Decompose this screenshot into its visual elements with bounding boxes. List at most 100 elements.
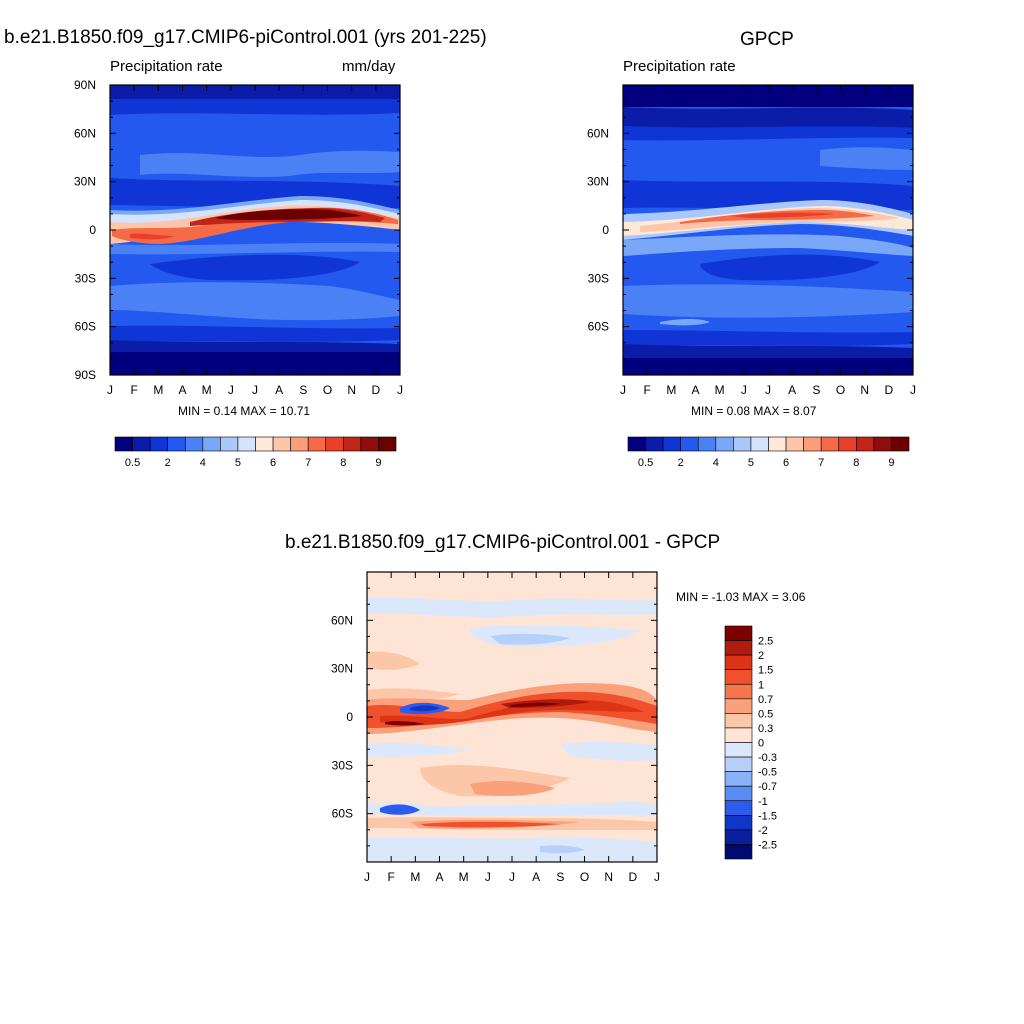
x-tick-label: M: [715, 383, 725, 397]
colorbar-swatch: [724, 771, 753, 787]
colorbar-swatch: [733, 436, 752, 452]
colorbar-label: 7: [305, 457, 311, 469]
x-tick-label: A: [691, 383, 699, 397]
panel-title-obs: GPCP: [740, 29, 794, 50]
colorbar-label: -1.5: [758, 810, 777, 822]
x-tick-label: J: [252, 383, 258, 397]
y-tick-label: 30S: [332, 758, 353, 772]
colorbar-label: -0.3: [758, 752, 777, 764]
colorbar-label: 0.7: [758, 694, 773, 706]
panel-title-model: b.e21.B1850.f09_g17.CMIP6-piControl.001 …: [4, 27, 487, 48]
y-tick-label: 30S: [588, 271, 609, 285]
colorbar-swatch: [360, 436, 379, 452]
colorbar-swatch: [750, 436, 769, 452]
colorbar-swatch: [132, 436, 151, 452]
colorbar-diff: 2.5 2 1.5 1 0.7 0.5 0.3 0 -0.3 -0.5 -0.7 -1 -1.5 -2 -2…: [724, 625, 777, 860]
colorbar-swatch: [343, 436, 362, 452]
colorbar-swatch: [768, 436, 787, 452]
y-tick-label: 60N: [587, 126, 609, 140]
colorbar-label: 9: [888, 457, 894, 469]
panel-units-model: mm/day: [342, 58, 396, 75]
colorbar-swatch: [873, 436, 892, 452]
colorbar-swatch: [724, 800, 753, 816]
panel-subtitle-model: Precipitation rate: [110, 58, 223, 75]
x-tick-label: N: [347, 383, 356, 397]
colorbar-label: 5: [235, 457, 241, 469]
colorbar-swatch: [255, 436, 274, 452]
colorbar-label: 0.5: [638, 457, 653, 469]
x-tick-label: J: [654, 870, 660, 884]
x-tick-label: D: [628, 870, 637, 884]
colorbar-swatch: [820, 436, 840, 452]
colorbar-swatch: [724, 829, 753, 845]
x-tick-label: F: [643, 383, 650, 397]
colorbar-swatch: [220, 436, 239, 452]
x-tick-label: J: [620, 383, 626, 397]
x-tick-label: S: [812, 383, 820, 397]
x-tick-label: M: [459, 870, 469, 884]
colorbar-label: -0.5: [758, 767, 777, 779]
y-tick-label: 60N: [331, 613, 353, 627]
colorbar-label: -1: [758, 796, 768, 808]
colorbar-swatch: [645, 436, 664, 452]
colorbar-swatch: [272, 436, 291, 452]
colorbar-label: 8: [340, 457, 346, 469]
heatmap-model: [110, 85, 400, 375]
x-tick-label: O: [323, 383, 332, 397]
x-tick-label: J: [228, 383, 234, 397]
x-tick-label: F: [387, 870, 394, 884]
colorbar-swatch: [785, 436, 804, 452]
axes-obs: J F M A M J J A S O N D J 60N 30N 0 30S 60S: [587, 84, 916, 397]
panel-title-diff: b.e21.B1850.f09_g17.CMIP6-piControl.001 …: [285, 532, 721, 553]
x-tick-label: M: [666, 383, 676, 397]
x-tick-label: J: [107, 383, 113, 397]
colorbar-label: 0: [758, 738, 764, 750]
colorbar-swatch: [724, 654, 753, 670]
colorbar-swatch: [838, 436, 857, 452]
x-tick-label: J: [741, 383, 747, 397]
heatmap-diff: [367, 572, 657, 862]
y-tick-label: 30S: [75, 271, 96, 285]
colorbar-swatch: [325, 436, 344, 452]
y-tick-label: 60S: [75, 320, 96, 334]
x-tick-label: M: [410, 870, 420, 884]
colorbar-label: 2: [165, 457, 171, 469]
colorbar-label: 0.5: [758, 708, 773, 720]
x-tick-label: O: [580, 870, 589, 884]
x-tick-label: M: [202, 383, 212, 397]
colorbar-label: 1.5: [758, 665, 773, 677]
colorbar-label: 8: [853, 457, 859, 469]
colorbar-swatch: [724, 669, 753, 685]
x-tick-label: D: [371, 383, 380, 397]
x-tick-label: J: [397, 383, 403, 397]
y-tick-label: 0: [89, 223, 96, 237]
x-tick-label: F: [130, 383, 137, 397]
x-tick-label: S: [299, 383, 307, 397]
colorbar-swatch: [724, 640, 753, 656]
colorbar-label: 2.5: [758, 636, 773, 648]
y-tick-label: 90N: [74, 78, 96, 92]
colorbar-swatch: [724, 683, 753, 700]
colorbar-swatch: [627, 436, 646, 452]
colorbar-swatch: [662, 436, 681, 452]
colorbar-swatch: [378, 436, 397, 452]
colorbar-swatch: [149, 436, 168, 452]
colorbar-label: 6: [270, 457, 276, 469]
y-tick-label: 0: [602, 223, 609, 237]
colorbar-obs: 0.5 2 4 5 6 7 8 9: [627, 436, 910, 469]
y-tick-label: 30N: [74, 175, 96, 189]
colorbar-swatch: [724, 698, 753, 714]
colorbar-label: 0.3: [758, 723, 773, 735]
colorbar-swatch: [715, 436, 734, 452]
colorbar-swatch: [680, 436, 699, 452]
colorbar-swatch: [724, 785, 753, 802]
min-max-model: MIN = 0.14 MAX = 10.71: [178, 404, 311, 418]
x-tick-label: J: [364, 870, 370, 884]
colorbar-swatch: [724, 727, 753, 743]
x-tick-label: A: [178, 383, 186, 397]
x-tick-label: A: [532, 870, 540, 884]
colorbar-label: 4: [713, 457, 719, 469]
colorbar-swatch: [724, 756, 753, 772]
colorbar-label: 9: [375, 457, 381, 469]
